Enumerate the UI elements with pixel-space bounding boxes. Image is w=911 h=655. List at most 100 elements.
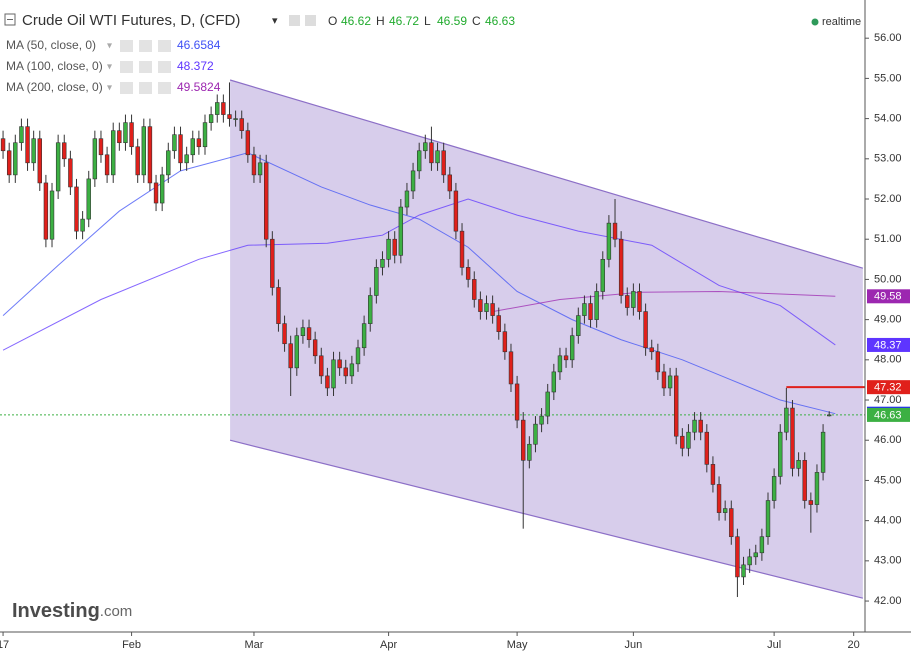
candle-body [790,407,795,469]
candle-body [490,303,495,316]
candle-body [563,355,569,361]
candle-body [827,414,832,417]
candle-body [147,126,153,184]
candle-body [680,435,685,449]
candle-body [325,375,330,389]
candle-body [441,150,446,176]
legend-icon [158,61,171,73]
candle-body [472,279,477,300]
candle-body [129,122,134,148]
settings-icon[interactable] [289,15,300,26]
candle-body [551,371,557,393]
price-badge [867,380,910,395]
candle-body [74,186,79,232]
y-tick-label: 52.00 [874,193,902,205]
legend-arrow: ▾ [107,83,112,94]
candle-body [355,347,361,365]
candle-body [294,335,299,369]
candle-body [692,419,697,433]
y-tick-label: 55.00 [874,72,902,84]
candle-body [153,182,159,204]
candle-body [478,299,483,312]
legend-name: MA (100, close, 0) [6,59,103,73]
price-badge-label: 47.32 [874,382,902,394]
candle-body [594,291,599,320]
dropdown-arrow[interactable]: ▾ [272,15,278,27]
channel-upper [229,79,864,269]
candle-body [716,484,722,513]
x-tick-label: Apr [380,639,397,651]
candle-body [166,150,171,176]
y-tick-label: 56.00 [874,32,902,44]
candle-body [221,102,226,115]
realtime-dot [811,18,819,26]
candle-body [159,174,165,204]
candle-body [190,138,195,156]
collapse-icon[interactable] [4,13,16,26]
quote-value: 46.63 [485,14,515,28]
quote-letter: C [472,14,481,28]
candle-body [588,303,593,320]
candle-body [508,351,514,385]
candle-body [582,303,587,316]
candle-body [312,339,318,357]
candle-body [233,118,238,120]
candle-body [661,371,667,389]
quote-value: 46.62 [341,14,371,28]
candle-body [771,476,777,501]
price-badge [867,289,910,304]
x-tick-label: 17 [0,639,9,651]
legend-name: MA (50, close, 0) [6,38,96,52]
candle-body [184,154,189,164]
legend-icon [158,40,171,52]
candle-body [539,415,544,425]
candle-body [386,238,391,260]
candle-body [722,508,728,513]
candle-body [282,323,287,345]
candle-body [306,327,312,341]
candle-body [808,500,814,505]
candle-body [533,423,538,445]
candle-body [288,343,293,369]
candle-body [514,383,520,421]
y-tick-label: 48.00 [874,354,902,366]
quote-letter: L [424,14,431,28]
channel-lower [229,439,864,599]
moving-average [2,198,836,351]
candle-body [257,162,263,176]
candle-body [264,162,269,240]
candle-body [62,142,67,160]
candle-body [796,460,801,469]
candle-body [245,130,251,156]
candle-body [735,536,740,578]
candle-body [741,564,746,578]
candle-body [172,134,177,152]
candle-body [710,464,716,485]
legend-value: 48.372 [177,59,214,73]
candle-body [349,363,355,377]
candle-body [123,122,128,144]
y-tick-label: 45.00 [874,474,902,486]
candle-body [465,267,471,280]
settings-icon[interactable] [305,15,316,26]
candle-body [251,154,257,176]
x-tick-label: 20 [848,639,860,651]
candle-body [704,431,710,465]
realtime-status: realtime [822,16,861,28]
y-tick-label: 47.00 [874,394,902,406]
legend-arrow: ▾ [107,62,112,73]
candle-body [117,130,122,144]
legend-icon [120,82,133,94]
candle-body [404,190,410,208]
candle-body [502,331,508,353]
candle-body [778,431,783,477]
candle-body [686,431,691,449]
moving-average [2,152,836,415]
candle-body [111,130,116,176]
candle-body [343,367,348,377]
candle-body [368,295,373,324]
candle-body [43,182,49,240]
candle-body [31,138,36,164]
candle-body [631,291,636,308]
